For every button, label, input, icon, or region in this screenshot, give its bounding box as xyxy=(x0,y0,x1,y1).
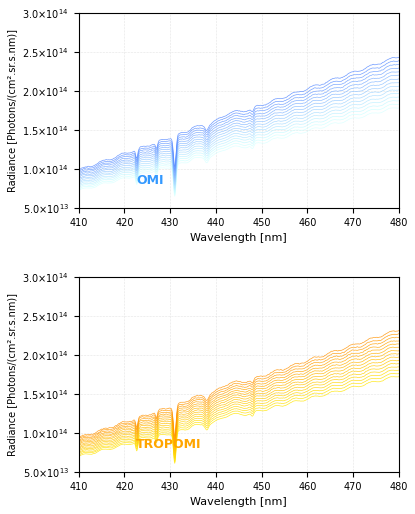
X-axis label: Wavelength [nm]: Wavelength [nm] xyxy=(190,497,287,507)
Y-axis label: Radiance [Photons/(cm².sr.s.nm)]: Radiance [Photons/(cm².sr.s.nm)] xyxy=(7,293,17,456)
Text: TROPOMI: TROPOMI xyxy=(137,438,202,451)
Text: OMI: OMI xyxy=(137,174,164,188)
X-axis label: Wavelength [nm]: Wavelength [nm] xyxy=(190,233,287,243)
Y-axis label: Radiance [Photons/(cm².sr.s.nm)]: Radiance [Photons/(cm².sr.s.nm)] xyxy=(7,29,17,192)
